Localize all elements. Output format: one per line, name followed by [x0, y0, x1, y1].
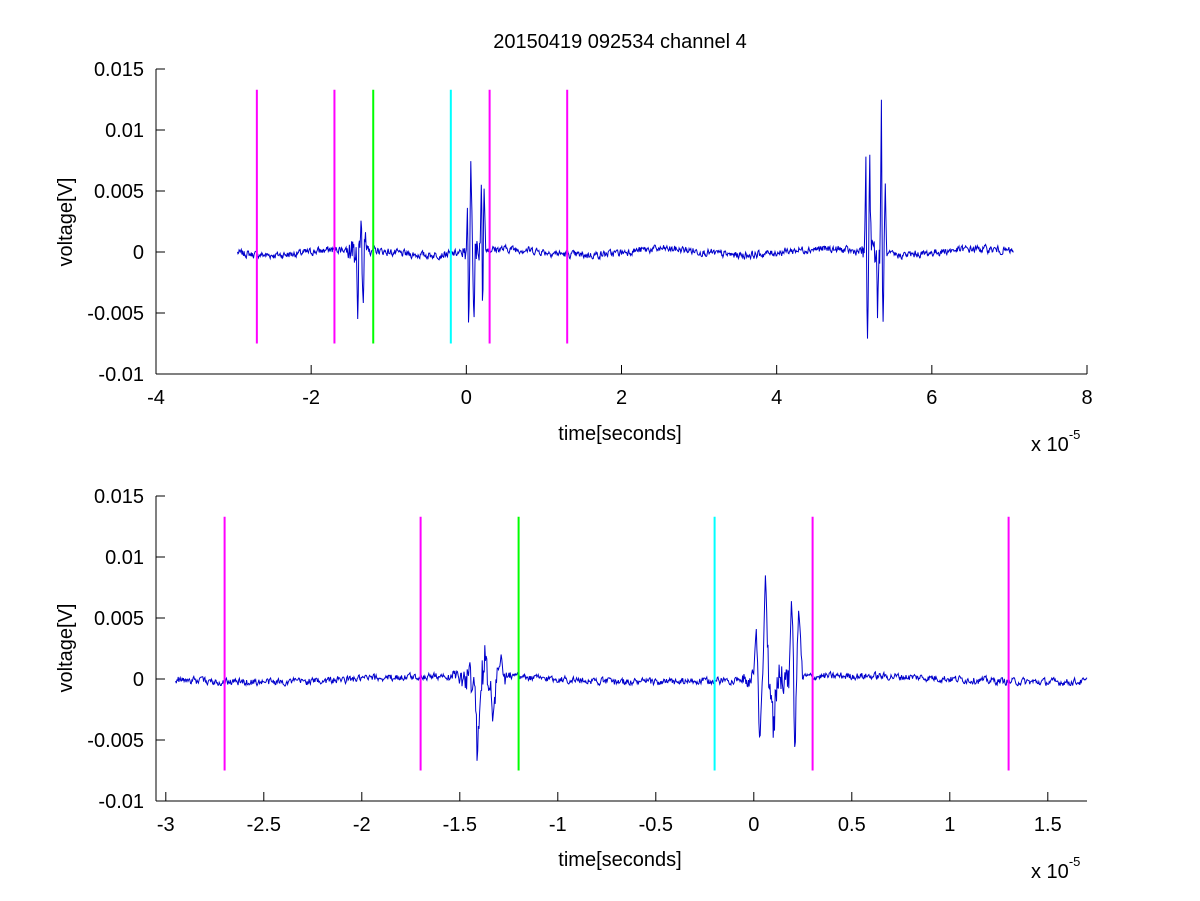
- top-x-tick-label: 6: [926, 387, 937, 409]
- bottom-x-tick-label: -1: [549, 814, 567, 836]
- top-signal-trace: [237, 99, 1014, 339]
- bottom-x-tick-label: 0: [748, 814, 759, 836]
- top-y-tick-label: 0.005: [94, 181, 144, 203]
- top-x-tick-label: -4: [147, 387, 165, 409]
- bottom-x-multiplier: x 10-5: [1031, 854, 1080, 883]
- bottom-x-tick-label: -0.5: [639, 814, 673, 836]
- top-x-multiplier-exp: -5: [1069, 427, 1081, 442]
- top-x-tick-label: -2: [302, 387, 320, 409]
- top-y-tick-label: 0.015: [94, 59, 144, 81]
- top-y-tick-label: 0.01: [105, 120, 144, 142]
- bottom-plot-axes: [155, 496, 1087, 802]
- bottom-x-tick-label: -1.5: [443, 814, 477, 836]
- top-plot-ticks: -4 -2 0 2 4 6 8 -0.01 -0.005 0 0.005 0.01 0.015: [87, 59, 1092, 409]
- bottom-plot-marks: [175, 516, 1088, 771]
- bottom-y-tick-label: 0.015: [94, 486, 144, 508]
- bottom-x-tick-label: 1.5: [1034, 814, 1062, 836]
- top-y-tick-label: -0.005: [87, 303, 144, 325]
- plot-bottom: -3 -2.5 -2 -1.5 -1 -0.5 0 0.5 1 1.5 -0.01 -0.005 0 0.…: [55, 486, 1088, 883]
- top-x-axis-label: time[seconds]: [558, 423, 681, 445]
- top-x-tick-label: 0: [461, 387, 472, 409]
- bottom-y-tick-label: 0: [133, 669, 144, 691]
- top-x-multiplier: x 10-5: [1031, 427, 1080, 456]
- bottom-x-tick-label: -2: [353, 814, 371, 836]
- top-y-axis-label: voltage[V]: [55, 178, 77, 267]
- top-x-tick-label: 4: [771, 387, 782, 409]
- top-x-tick-label: 8: [1081, 387, 1092, 409]
- top-plot-axes: [155, 69, 1087, 375]
- top-x-multiplier-base: x 10: [1031, 434, 1069, 456]
- bottom-y-tick-label: 0.005: [94, 608, 144, 630]
- bottom-x-tick-label: 0.5: [838, 814, 866, 836]
- bottom-y-tick-label: 0.01: [105, 547, 144, 569]
- figure-title: 20150419 092534 channel 4: [493, 31, 747, 53]
- top-y-tick-label: 0: [133, 242, 144, 264]
- bottom-y-tick-label: -0.01: [98, 791, 144, 813]
- top-y-tick-label: -0.01: [98, 364, 144, 386]
- top-plot-marks: [237, 89, 1014, 344]
- bottom-x-tick-label: 1: [944, 814, 955, 836]
- plot-top: -4 -2 0 2 4 6 8 -0.01 -0.005 0 0.005 0.01 0.015 time…: [55, 59, 1093, 456]
- bottom-plot-ticks: -3 -2.5 -2 -1.5 -1 -0.5 0 0.5 1 1.5 -0.01 -0.005 0 0.…: [87, 486, 1061, 836]
- bottom-x-axis-label: time[seconds]: [558, 849, 681, 871]
- bottom-x-tick-label: -2.5: [247, 814, 281, 836]
- bottom-x-tick-label: -3: [157, 814, 175, 836]
- bottom-y-tick-label: -0.005: [87, 730, 144, 752]
- bottom-x-multiplier-exp: -5: [1069, 854, 1081, 869]
- bottom-signal-trace: [175, 575, 1088, 761]
- bottom-x-multiplier-base: x 10: [1031, 861, 1069, 883]
- bottom-y-axis-label: voltage[V]: [55, 604, 77, 693]
- top-x-tick-label: 2: [616, 387, 627, 409]
